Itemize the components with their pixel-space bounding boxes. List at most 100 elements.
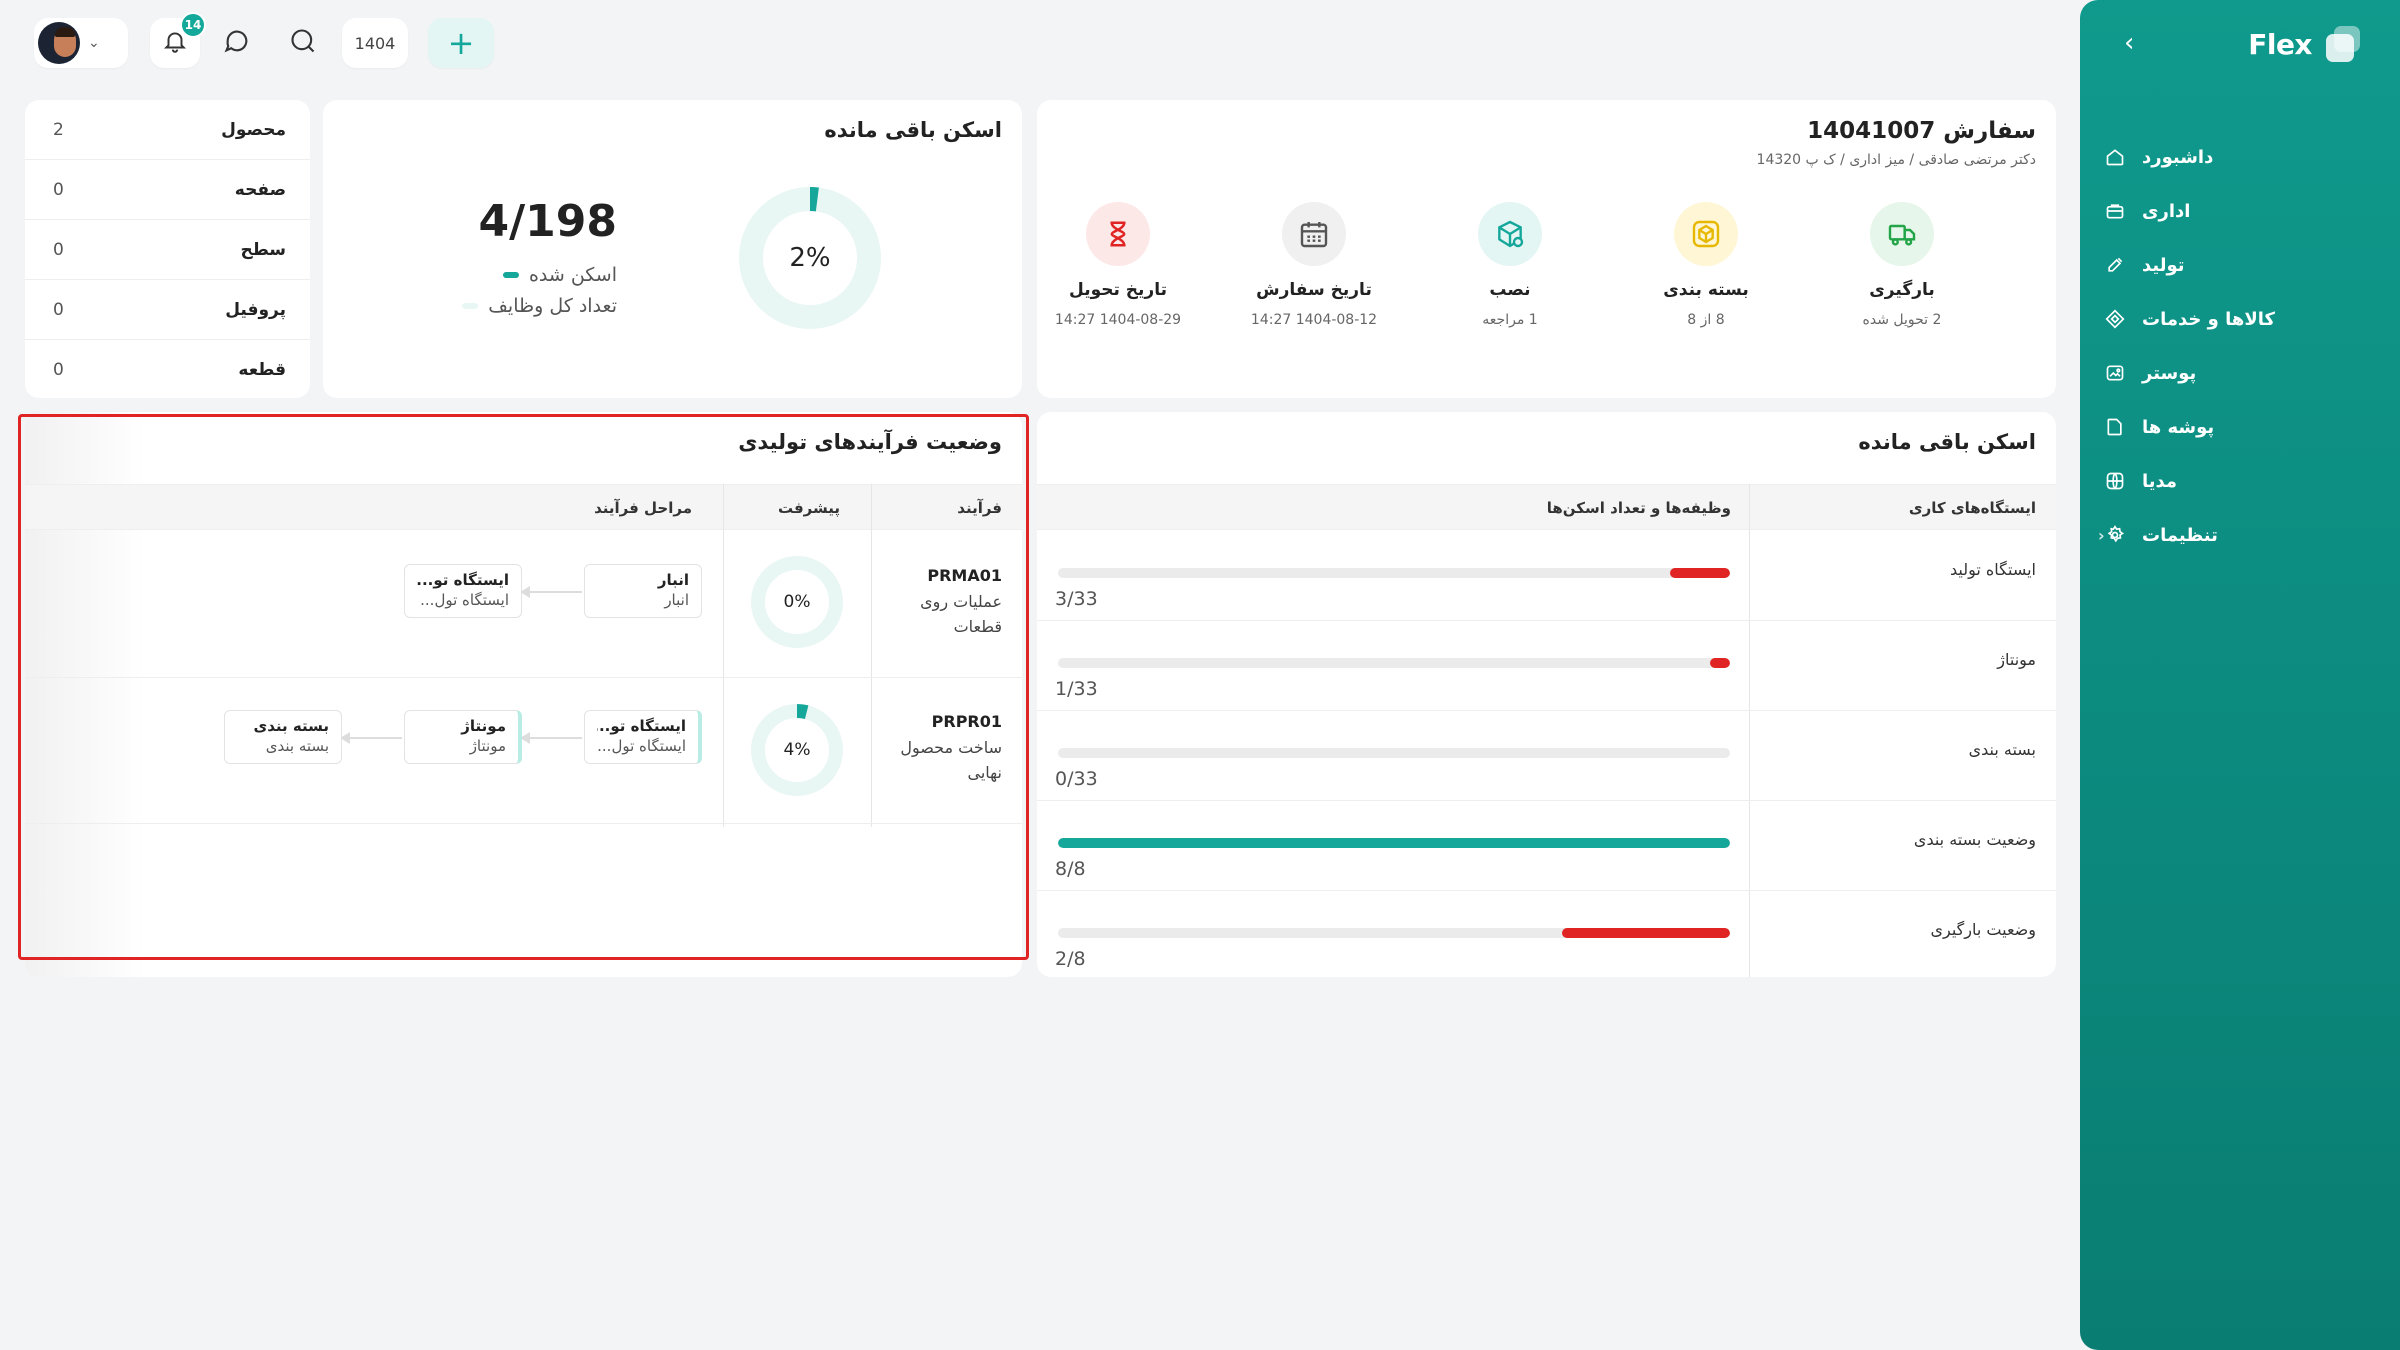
category-label: پروفیل bbox=[225, 299, 286, 320]
sidebar-item-folders[interactable]: پوشه ها bbox=[2104, 400, 2364, 454]
station-progress-fill bbox=[1670, 568, 1730, 578]
col-stages: مراحل فرآیند bbox=[594, 499, 692, 517]
chevron-left-icon[interactable]: ‹ bbox=[2124, 28, 2135, 58]
legend-swatch bbox=[502, 272, 519, 278]
station-name: ایستگاه تولید bbox=[1950, 560, 2036, 579]
scan-summary-title: اسکن باقی مانده bbox=[824, 118, 1002, 142]
step-label: بسته بندی bbox=[1663, 280, 1749, 300]
station-count: 8/8 bbox=[1055, 858, 1086, 880]
sidebar-item-office[interactable]: اداری bbox=[2104, 184, 2364, 238]
process-percent: 0% bbox=[783, 592, 811, 612]
step-value: 1404-08-29 14:27 bbox=[1054, 312, 1182, 328]
bell-icon bbox=[162, 28, 188, 58]
order-subtitle: دکتر مرتضی صادقی / میز اداری / ک پ 14320 bbox=[1756, 152, 2036, 168]
process-stage[interactable]: بسته بندی بسته بندی bbox=[224, 710, 342, 764]
step-order-date: تاریخ سفارش 1404-08-12 14:27 bbox=[1224, 202, 1404, 328]
category-value: 0 bbox=[53, 179, 64, 200]
stage-arrow-icon bbox=[520, 586, 582, 598]
year-label: 1404 bbox=[354, 33, 396, 53]
category-row: 0 پروفیل bbox=[25, 280, 310, 340]
search-button[interactable] bbox=[278, 18, 328, 68]
process-stage[interactable]: ایستگاه تو... ایستگاه تول... bbox=[404, 564, 522, 618]
notifications-button[interactable]: 14 bbox=[150, 12, 206, 68]
step-label: تاریخ تحویل bbox=[1069, 280, 1167, 300]
process-code: PRMA01 bbox=[927, 566, 1002, 585]
step-value: 1 مراجعه bbox=[1482, 312, 1538, 328]
category-value: 2 bbox=[53, 119, 64, 140]
box-icon bbox=[1674, 202, 1738, 266]
category-value: 0 bbox=[53, 239, 64, 260]
legend-total: تعداد کل وظایف bbox=[462, 295, 617, 317]
col-station: ایستگاه‌های کاری bbox=[1908, 499, 2036, 517]
sidebar-item-label: کالاها و خدمات bbox=[2142, 308, 2275, 330]
sidebar-item-label: اداری bbox=[2142, 200, 2191, 222]
stage-subtitle: بسته بندی bbox=[265, 737, 329, 755]
sidebar-item-production[interactable]: تولید bbox=[2104, 238, 2364, 292]
logo[interactable]: Flex bbox=[2248, 24, 2362, 64]
step-value: 2 تحویل شده bbox=[1862, 312, 1942, 328]
chat-button[interactable] bbox=[212, 18, 262, 68]
station-progress-bar bbox=[1058, 658, 1730, 668]
chevron-down-icon: ⌄ bbox=[88, 35, 100, 51]
sidebar-item-dashboard[interactable]: داشبورد bbox=[2104, 130, 2364, 184]
process-name: ساخت محصول نهایی bbox=[900, 738, 1002, 782]
folder-icon bbox=[2104, 416, 2126, 438]
scan-count: 4/198 bbox=[478, 196, 617, 247]
stations-table-header: ایستگاه‌های کاری وظیفه‌ها و تعداد اسکن‌ه… bbox=[1037, 484, 2056, 530]
sidebar-item-poster[interactable]: پوستر bbox=[2104, 346, 2364, 400]
scan-donut-fill bbox=[739, 187, 881, 329]
logo-cube-icon bbox=[2326, 26, 2362, 62]
scan-percent: 2% bbox=[789, 243, 831, 273]
process-stage[interactable]: انبار انبار bbox=[584, 564, 702, 618]
home-icon bbox=[2104, 146, 2126, 168]
category-row: 0 قطعه bbox=[25, 340, 310, 398]
search-icon bbox=[289, 27, 317, 59]
category-row: 0 سطح bbox=[25, 220, 310, 280]
sidebar-item-label: تولید bbox=[2142, 254, 2185, 276]
station-name: وضعیت بسته بندی bbox=[1913, 830, 2036, 849]
order-title: سفارش 14041007 bbox=[1807, 118, 2036, 144]
process-code: PRPR01 bbox=[931, 712, 1002, 731]
process-donut bbox=[751, 556, 843, 648]
process-donut-fill bbox=[751, 704, 843, 796]
process-percent: 4% bbox=[783, 740, 811, 760]
stage-title: ایستگاه تو... bbox=[597, 717, 686, 735]
sidebar-item-media[interactable]: مدیا bbox=[2104, 454, 2364, 508]
add-button[interactable]: + bbox=[428, 18, 494, 68]
calendar-icon bbox=[1282, 202, 1346, 266]
sidebar-item-settings[interactable]: تنظیمات ‹ bbox=[2098, 508, 2364, 562]
station-progress-bar bbox=[1058, 928, 1730, 938]
category-label: سطح bbox=[240, 239, 286, 260]
process-donut bbox=[751, 704, 843, 796]
step-loading: بارگیری 2 تحویل شده bbox=[1812, 202, 1992, 328]
categories-card: 2 محصول 0 صفحه 0 سطح 0 پروفیل 0 قطعه bbox=[25, 100, 310, 398]
station-progress-bar bbox=[1058, 748, 1730, 758]
stage-subtitle: ایستگاه تول... bbox=[420, 591, 509, 609]
sidebar-item-goods-services[interactable]: کالاها و خدمات bbox=[2104, 292, 2364, 346]
col-tasks: وظیفه‌ها و تعداد اسکن‌ها bbox=[1546, 499, 1731, 517]
process-stage[interactable]: مونتاژ مونتاژ bbox=[404, 710, 522, 764]
chevron-left-icon[interactable]: ‹ bbox=[2098, 525, 2105, 545]
process-stage[interactable]: ایستگاه تو... ایستگاه تول... bbox=[584, 710, 702, 764]
year-selector[interactable]: 1404 bbox=[342, 18, 408, 68]
processes-title: وضعیت فرآیندهای تولیدی bbox=[738, 430, 1002, 454]
user-menu[interactable]: ⌄ bbox=[34, 18, 128, 68]
step-packing: بسته بندی 8 از 8 bbox=[1616, 202, 1796, 328]
hourglass-icon bbox=[1086, 202, 1150, 266]
truck-icon bbox=[1870, 202, 1934, 266]
category-row: 2 محصول bbox=[25, 100, 310, 160]
legend-scanned: اسکن شده bbox=[502, 264, 617, 286]
processes-card: وضعیت فرآیندهای تولیدی فرآیند پیشرفت مرا… bbox=[25, 412, 1022, 977]
logo-text: Flex bbox=[2248, 27, 2312, 61]
category-label: صفحه bbox=[234, 179, 286, 200]
stage-subtitle: مونتاژ bbox=[469, 737, 506, 755]
station-name: بسته بندی bbox=[1968, 740, 2036, 759]
process-progress: 0% bbox=[749, 554, 845, 650]
station-count: 0/33 bbox=[1055, 768, 1098, 790]
processes-table-header: فرآیند پیشرفت مراحل فرآیند bbox=[25, 484, 1022, 530]
chat-icon bbox=[223, 27, 251, 59]
category-value: 0 bbox=[53, 299, 64, 320]
scan-donut: 2% bbox=[738, 186, 882, 330]
sidebar-item-label: داشبورد bbox=[2142, 146, 2214, 168]
station-progress-fill bbox=[1562, 928, 1730, 938]
